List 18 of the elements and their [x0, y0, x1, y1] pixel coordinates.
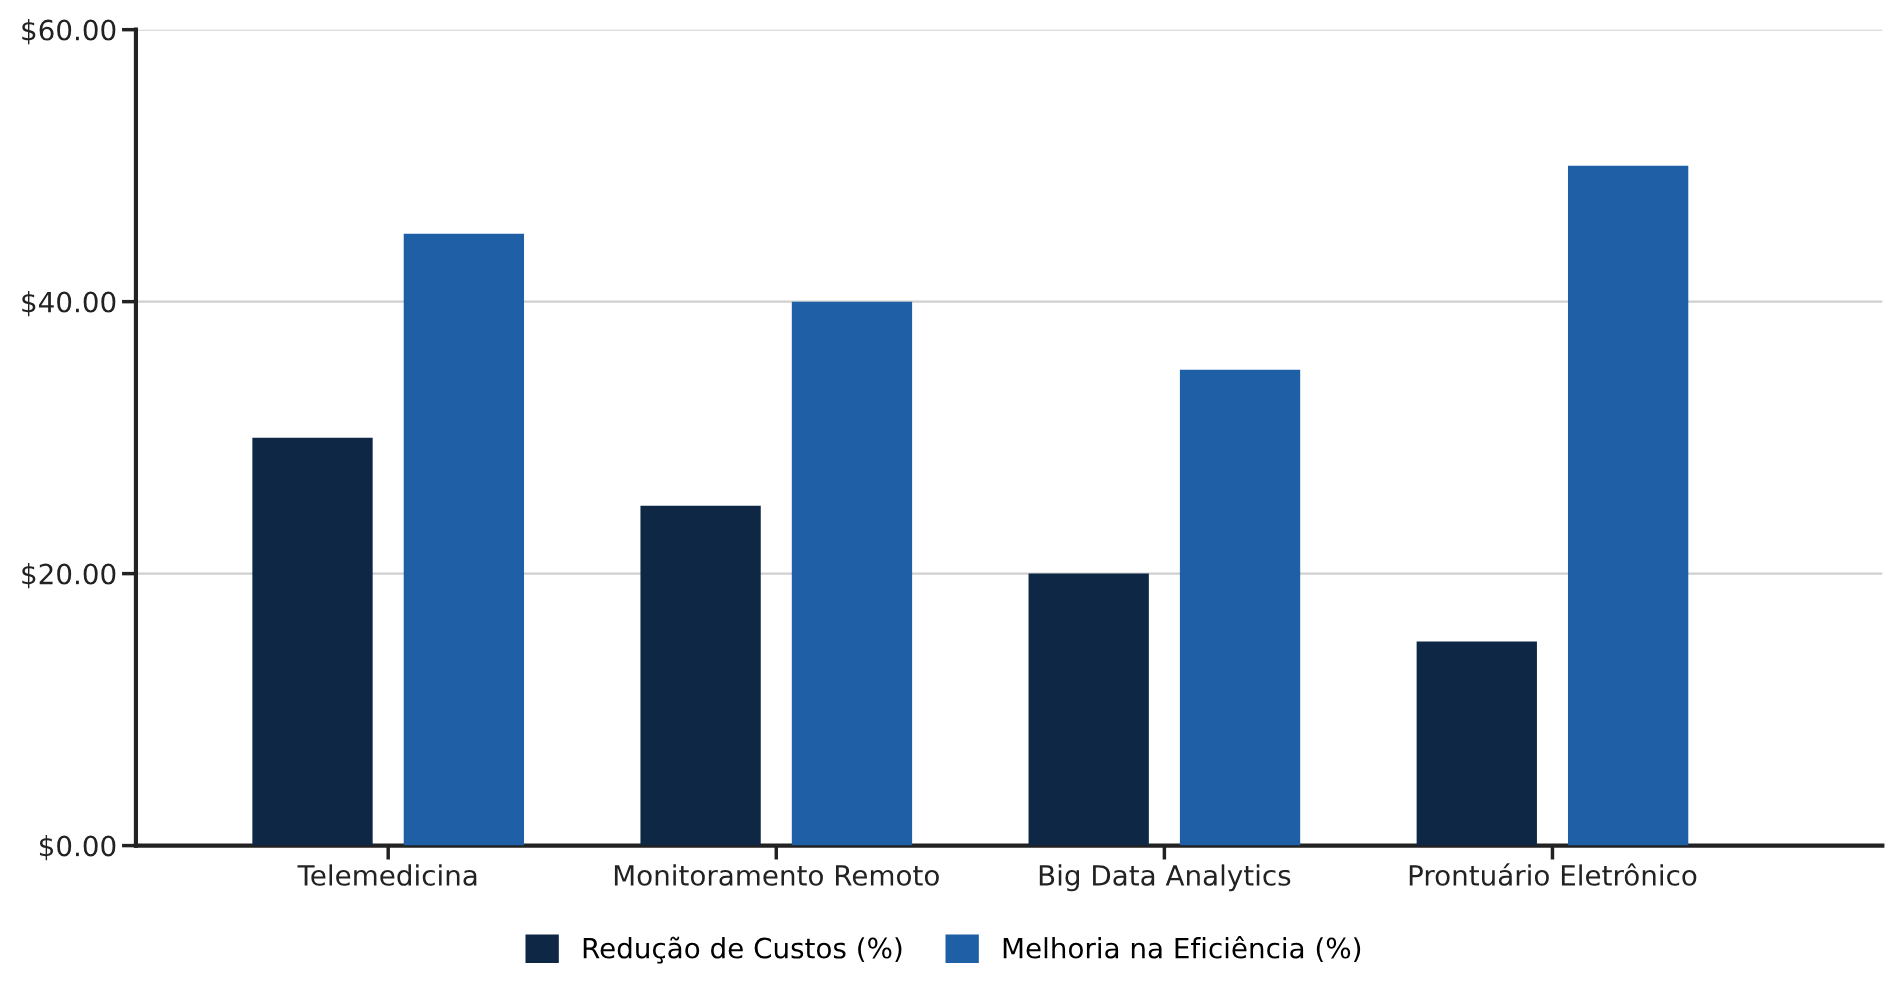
bar: [640, 505, 761, 846]
bar: [252, 437, 373, 846]
bar: [1179, 369, 1301, 846]
x-tick-label: Prontuário Eletrônico: [1409, 863, 1697, 886]
y-tick-label: $60.00: [22, 19, 116, 45]
bar: [1567, 165, 1689, 846]
x-tick-label: Big Data Analytics: [1039, 864, 1291, 892]
x-tick-label: Monitoramento Remoto: [614, 864, 939, 886]
y-tick-label: $20.00: [22, 563, 116, 589]
bar: [1416, 641, 1537, 846]
y-tick-label: $0.00: [39, 835, 116, 861]
legend-label: Melhoria na Eficiência (%): [1003, 936, 1361, 962]
bar: [791, 301, 913, 846]
x-tick-label: Telemedicina: [297, 864, 477, 886]
bar: [1028, 573, 1149, 846]
legend-label: Redução de Custos (%): [583, 936, 902, 964]
bar: [403, 233, 525, 846]
y-tick-label: $40.00: [22, 291, 116, 317]
